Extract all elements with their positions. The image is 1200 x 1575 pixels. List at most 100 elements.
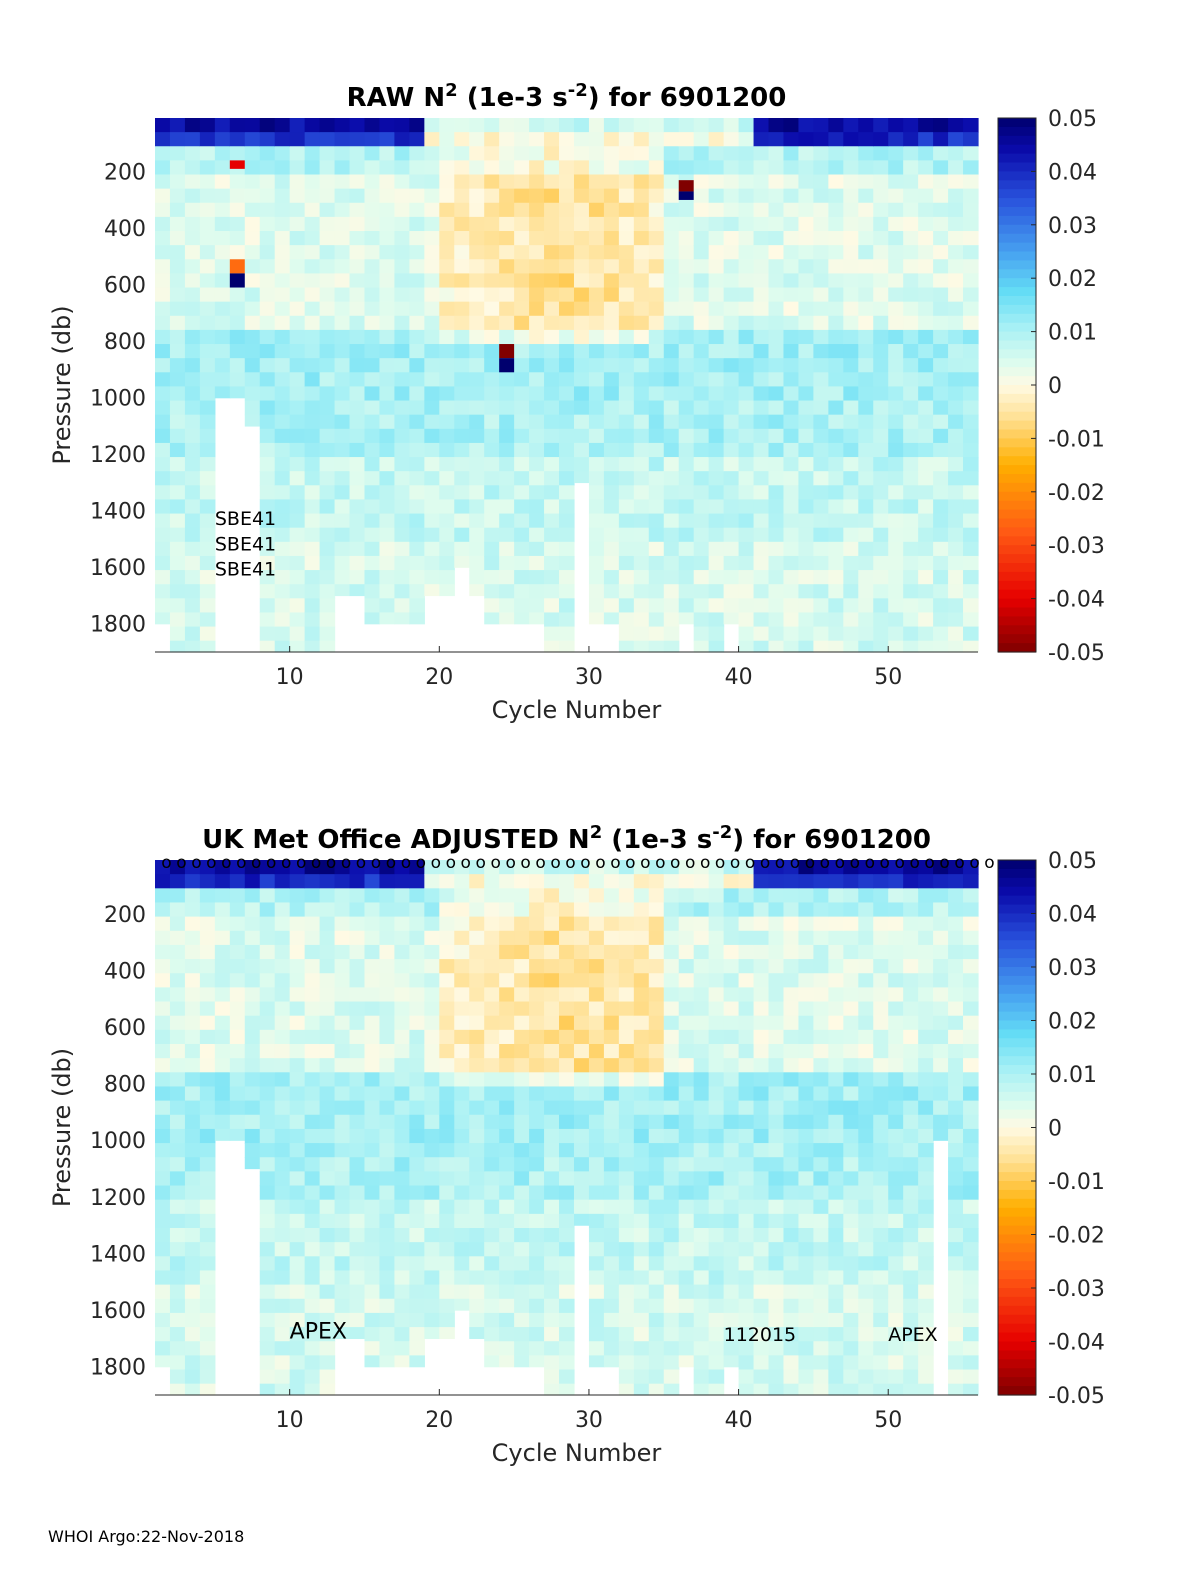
heatmap-cell [723, 527, 740, 543]
heatmap-cell [948, 442, 964, 458]
heatmap-cell [155, 598, 171, 614]
heatmap-cell [693, 1355, 710, 1371]
heatmap-cell [618, 541, 635, 557]
heatmap-cell [618, 231, 635, 246]
heatmap-cell [304, 457, 321, 472]
heatmap-cell [723, 1213, 740, 1229]
heatmap-cell [588, 1341, 605, 1356]
heatmap-cell [633, 132, 650, 147]
heatmap-cell [588, 874, 605, 889]
heatmap-cell [229, 959, 246, 974]
heatmap-cell [858, 1058, 874, 1073]
heatmap-cell [933, 612, 949, 628]
heatmap-cell [379, 1043, 396, 1059]
heatmap-cell [529, 916, 545, 932]
heatmap-cell [708, 1369, 725, 1385]
heatmap-cell [843, 287, 859, 303]
heatmap-cell [155, 301, 171, 317]
heatmap-cell [214, 1114, 231, 1130]
heatmap-cell [544, 485, 560, 501]
heatmap-cell [738, 1383, 755, 1396]
heatmap-cell [214, 944, 231, 960]
heatmap-cell [888, 160, 904, 176]
heatmap-cell [155, 428, 171, 444]
heatmap-cell [768, 1242, 785, 1257]
heatmap-cell [663, 1213, 680, 1229]
heatmap-cell [289, 372, 306, 388]
heatmap-cell [918, 160, 934, 176]
heatmap-cell [963, 1058, 979, 1073]
colorbar-segment [998, 616, 1036, 626]
y-tick-label: 1600 [90, 1299, 146, 1324]
heatmap-cell [544, 598, 560, 614]
heatmap-cell [484, 372, 500, 388]
heatmap-cell [454, 400, 470, 416]
heatmap-cell [169, 231, 186, 246]
heatmap-cell [499, 513, 515, 529]
heatmap-cell [199, 358, 216, 373]
heatmap-cell [484, 930, 500, 946]
heatmap-cell [379, 301, 396, 317]
heatmap-cell [828, 245, 844, 260]
heatmap-cell [948, 1284, 964, 1300]
heatmap-cell [514, 372, 530, 388]
heatmap-cell [603, 1058, 620, 1073]
heatmap-cell [963, 584, 979, 599]
heatmap-cell [858, 612, 874, 628]
heatmap-cell [828, 216, 844, 232]
heatmap-cell [768, 1100, 785, 1116]
heatmap-cell [933, 987, 949, 1003]
heatmap-cell [529, 1100, 545, 1116]
heatmap-cell [678, 499, 695, 515]
colorbar-segment [998, 500, 1036, 511]
heatmap-cell [289, 216, 306, 232]
heatmap-cell [214, 160, 231, 176]
heatmap-cell [334, 1284, 351, 1300]
heatmap-cell [379, 1128, 396, 1144]
heatmap-cell [768, 584, 785, 599]
heatmap-cell [858, 1298, 874, 1314]
heatmap-cell [409, 1043, 425, 1059]
heatmap-cell [708, 555, 725, 571]
heatmap-cell [888, 118, 904, 133]
heatmap-cell [319, 1199, 336, 1215]
heatmap-cell [618, 160, 635, 176]
heatmap-cell [424, 584, 440, 597]
heatmap-cell [798, 640, 814, 653]
heatmap-cell [678, 598, 695, 614]
heatmap-cell [394, 400, 410, 416]
heatmap-cell [409, 1171, 425, 1187]
heatmap-cell [603, 386, 620, 402]
heatmap-cell [499, 287, 515, 303]
heatmap-cell [199, 1369, 216, 1385]
heatmap-cell [155, 132, 171, 147]
heatmap-cell [738, 860, 755, 875]
heatmap-cell [379, 598, 396, 614]
heatmap-cell [559, 174, 575, 190]
heatmap-cell [618, 245, 635, 260]
heatmap-cell [708, 626, 725, 642]
heatmap-cell [948, 202, 964, 218]
heatmap-cell [424, 132, 440, 147]
heatmap-cell [319, 1157, 336, 1172]
heatmap-cell [573, 132, 590, 147]
heatmap-cell [903, 959, 919, 974]
heatmap-cell [259, 1100, 276, 1116]
heatmap-cell [783, 188, 800, 204]
heatmap-cell [963, 1270, 979, 1286]
heatmap-cell [244, 273, 261, 289]
heatmap-cell [319, 160, 336, 176]
heatmap-cell [544, 245, 560, 260]
heatmap-cell [169, 118, 186, 133]
heatmap-cell [753, 245, 770, 260]
heatmap-cell [274, 1143, 291, 1158]
heatmap-cell [364, 987, 381, 1003]
heatmap-cell [708, 442, 725, 458]
heatmap-cell [199, 287, 216, 303]
heatmap-cell [678, 1185, 695, 1201]
outlier-cell [678, 191, 694, 200]
heatmap-cell [199, 259, 216, 274]
heatmap-cell [828, 118, 844, 133]
heatmap-cell [903, 1312, 919, 1328]
heatmap-cell [319, 259, 336, 274]
